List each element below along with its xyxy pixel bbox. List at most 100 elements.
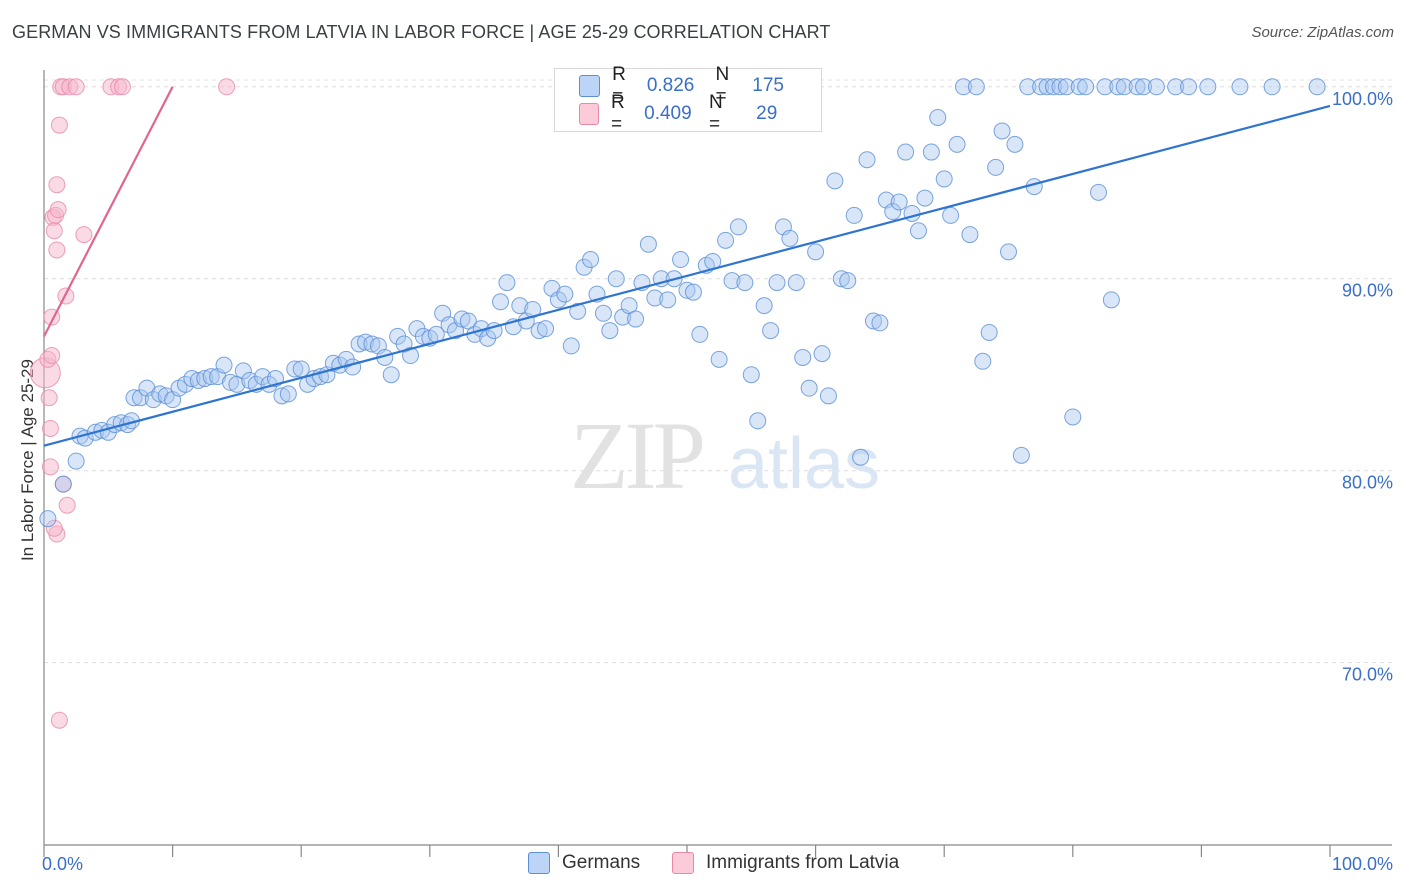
point-latvia <box>50 711 68 729</box>
legend-swatch-latvia <box>672 852 694 874</box>
point-germans <box>601 322 619 340</box>
point-germans <box>350 335 368 353</box>
point-latvia <box>49 201 67 219</box>
point-germans <box>954 78 972 96</box>
point-germans <box>736 274 754 292</box>
point-germans <box>286 360 304 378</box>
point-latvia <box>40 389 58 407</box>
point-germans <box>1180 78 1198 96</box>
legend-item-germans[interactable]: Germans <box>528 852 640 874</box>
point-germans <box>1109 78 1127 96</box>
point-germans <box>530 322 548 340</box>
point-germans <box>1006 135 1024 153</box>
legend-row-germans: R = 0.826 N = 175 <box>579 64 821 107</box>
point-germans <box>131 389 149 407</box>
point-germans <box>1199 78 1217 96</box>
point-germans <box>639 235 657 253</box>
point-germans <box>755 297 773 315</box>
point-germans <box>768 274 786 292</box>
point-germans <box>1231 78 1249 96</box>
legend-n-value: 175 <box>752 75 784 96</box>
point-germans <box>723 272 741 290</box>
point-germans <box>144 391 162 409</box>
point-germans <box>1077 78 1095 96</box>
point-latvia <box>218 78 236 96</box>
point-germans <box>1012 446 1030 464</box>
point-germans <box>357 333 374 351</box>
point-germans <box>1000 243 1017 261</box>
point-germans <box>402 347 420 365</box>
point-germans <box>453 310 471 328</box>
point-germans <box>993 122 1011 140</box>
legend-r-value: 0.409 <box>644 103 692 124</box>
point-germans <box>1032 78 1050 96</box>
point-germans <box>234 362 252 380</box>
point-latvia <box>48 176 66 194</box>
point-germans <box>742 366 760 384</box>
legend-label-latvia: Immigrants from Latvia <box>706 852 900 873</box>
point-germans <box>929 109 947 127</box>
legend-swatch-germans <box>579 75 601 97</box>
point-germans <box>1115 78 1133 96</box>
point-germans <box>794 348 812 366</box>
point-germans <box>710 350 728 368</box>
point-germans <box>935 170 953 188</box>
legend-r-value: 0.826 <box>646 75 695 96</box>
point-germans <box>852 448 870 466</box>
point-germans <box>948 135 966 153</box>
point-germans <box>903 204 921 222</box>
point-germans <box>659 291 677 309</box>
watermark-zip: ZIP <box>570 402 703 509</box>
point-germans <box>414 327 432 345</box>
point-germans <box>942 206 960 224</box>
point-germans <box>1057 78 1075 96</box>
point-germans <box>845 206 863 224</box>
legend-n-label: N = <box>715 64 730 107</box>
point-germans <box>189 371 207 389</box>
x-tick-label-min: 0.0% <box>42 854 83 874</box>
point-germans <box>1135 78 1153 96</box>
point-germans <box>749 412 767 430</box>
point-germans <box>67 452 85 470</box>
point-germans <box>492 293 510 311</box>
legend-item-latvia[interactable]: Immigrants from Latvia <box>672 852 899 874</box>
point-germans <box>1147 78 1165 96</box>
point-germans <box>537 320 555 338</box>
point-latvia <box>58 496 76 514</box>
legend-swatch-latvia <box>579 103 600 125</box>
point-latvia <box>45 519 63 537</box>
point-latvia <box>67 78 85 96</box>
point-germans <box>961 226 979 244</box>
point-germans <box>594 304 612 322</box>
point-germans <box>196 370 214 388</box>
point-germans <box>684 283 702 301</box>
point-germans <box>176 375 194 393</box>
point-germans <box>202 368 220 386</box>
point-germans <box>1045 78 1063 96</box>
point-germans <box>1167 78 1185 96</box>
axis-layer <box>43 70 1392 857</box>
point-germans <box>582 251 600 269</box>
point-germans <box>729 218 747 236</box>
point-germans <box>646 289 664 307</box>
point-germans <box>562 337 580 355</box>
point-latvia <box>50 116 68 134</box>
watermark-atlas: atlas <box>728 424 880 504</box>
point-germans <box>1051 78 1069 96</box>
source-label: Source: ZipAtlas.com <box>1251 24 1394 41</box>
point-germans <box>922 143 940 161</box>
point-germans <box>826 172 844 190</box>
point-germans <box>884 203 902 221</box>
point-germans <box>717 231 735 249</box>
point-germans <box>569 302 587 320</box>
x-tick-label-max: 100.0% <box>1332 854 1393 874</box>
point-germans <box>678 281 696 299</box>
point-germans <box>858 151 876 169</box>
point-germans <box>1064 408 1082 426</box>
legend-r-label: R = <box>612 64 626 107</box>
point-latvia <box>113 78 131 96</box>
point-germans <box>864 312 882 330</box>
stats-legend: R = 0.826 N = 175 R = 0.409 N = 29 <box>554 64 822 135</box>
point-germans <box>1308 78 1326 96</box>
